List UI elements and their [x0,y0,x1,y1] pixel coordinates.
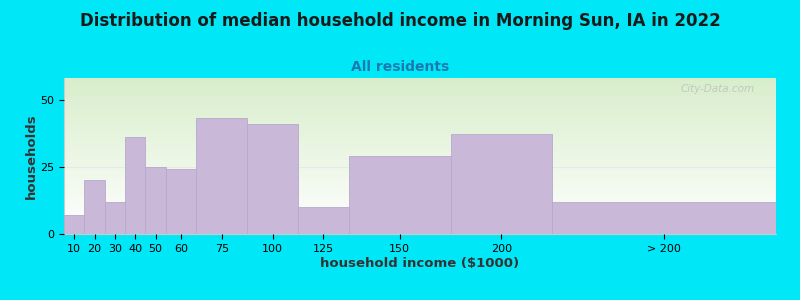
Bar [105,202,125,234]
Bar [450,134,552,234]
X-axis label: household income ($1000): household income ($1000) [321,256,519,269]
Bar [552,202,776,234]
Bar [84,180,105,234]
Text: Distribution of median household income in Morning Sun, IA in 2022: Distribution of median household income … [80,12,720,30]
Bar [64,215,84,234]
Bar [146,167,166,234]
Bar [166,169,196,234]
Text: City-Data.com: City-Data.com [681,84,754,94]
Bar [349,156,450,234]
Bar [125,137,146,234]
Bar [196,118,247,234]
Y-axis label: households: households [24,113,38,199]
Text: All residents: All residents [351,60,449,74]
Bar [247,124,298,234]
Bar [298,207,349,234]
